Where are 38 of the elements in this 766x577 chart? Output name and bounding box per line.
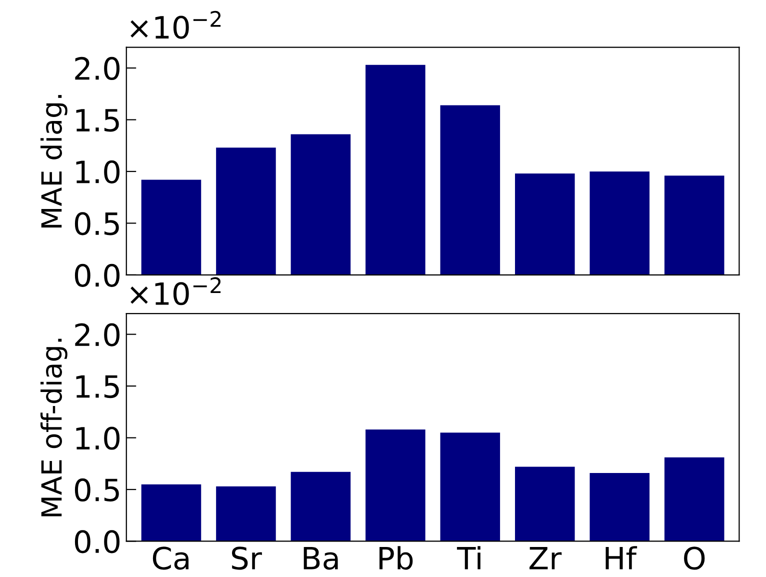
y-axis-title: MAE off-diag.: [40, 338, 68, 516]
y-tick-label: 2.0: [75, 56, 120, 80]
bar: [664, 457, 724, 542]
y-tick-label: 1.0: [76, 160, 120, 184]
bar: [290, 134, 351, 275]
bar: [514, 174, 575, 275]
bar: [440, 105, 500, 275]
bar: [216, 148, 276, 275]
bar: [141, 180, 202, 275]
y-tick-label: 0.5: [74, 212, 119, 236]
y-tick-label: 0.0: [74, 530, 120, 554]
bar: [290, 472, 351, 542]
bar: [664, 176, 724, 275]
x-tick-label: Zr: [530, 547, 562, 570]
bar: [514, 466, 575, 542]
y-tick-label: 1.0: [76, 426, 120, 450]
x-tick-label: Sr: [232, 546, 262, 570]
bar: [590, 472, 650, 542]
y-tick-label: 0.0: [74, 264, 120, 287]
x-tick-label: O: [684, 546, 705, 570]
bar: [366, 429, 426, 542]
x-tick-label: Hf: [606, 546, 638, 570]
bar: [366, 64, 426, 275]
y-tick-label: 1.5: [76, 109, 119, 132]
text: ×10$^{−2}$: [130, 277, 221, 306]
y-tick-label: 1.5: [76, 375, 119, 398]
y-tick-label: 2.0: [75, 323, 120, 346]
bar: [440, 432, 500, 542]
x-tick-label: Ba: [304, 547, 338, 570]
y-axis-title: MAE diag.: [40, 95, 68, 228]
bar: [590, 171, 650, 275]
bar: [216, 486, 276, 542]
bar: [141, 484, 202, 542]
x-tick-label: Ti: [456, 546, 480, 570]
x-tick-label: Pb: [380, 546, 413, 570]
x-tick-label: Ca: [152, 546, 188, 570]
text: ×10$^{−2}$: [130, 10, 221, 39]
y-tick-label: 0.5: [74, 478, 119, 502]
